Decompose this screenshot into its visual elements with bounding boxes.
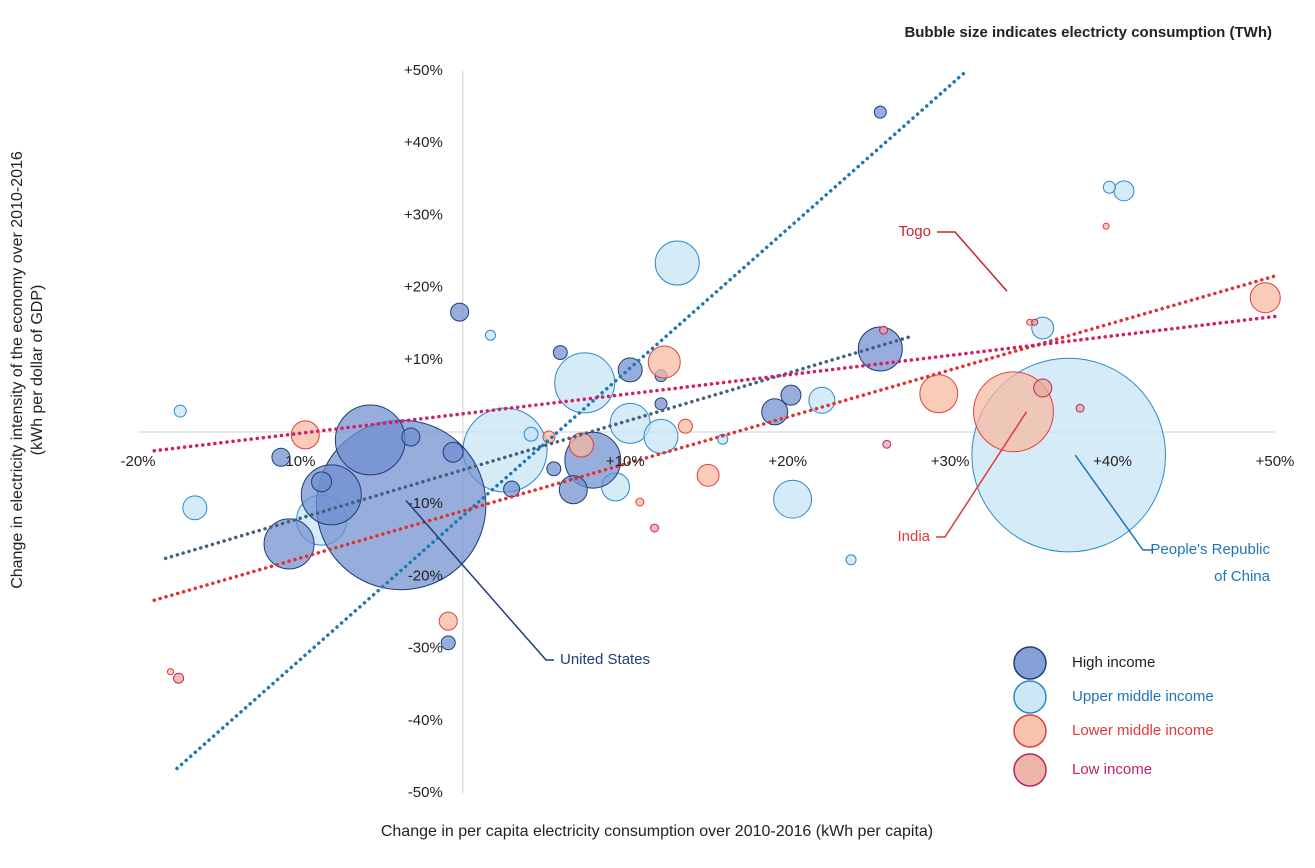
legend-swatch [1013, 646, 1047, 680]
trend-line [152, 314, 1277, 453]
y-axis-title: Change in electricity intensity of the e… [9, 151, 46, 589]
trend-line [175, 69, 969, 771]
bubble [650, 523, 659, 533]
bubble [808, 386, 836, 414]
bubble [311, 471, 333, 493]
bubble [334, 404, 406, 476]
y-tick-label: -50% [408, 784, 443, 801]
bubble [873, 105, 887, 119]
annotation-leader [1074, 454, 1153, 551]
bubble [401, 427, 421, 447]
bubble [973, 371, 1054, 453]
bubble [568, 432, 594, 458]
x-tick-label: +10% [606, 453, 645, 470]
legend-label: Lower middle income [1072, 722, 1214, 739]
y-tick-label: -20% [408, 567, 443, 584]
bubble [845, 554, 857, 566]
bubble [654, 240, 700, 286]
x-tick-label: 10% [285, 453, 315, 470]
chart-title: Bubble size indicates electricty consump… [904, 24, 1272, 41]
annotation-leader [936, 411, 1028, 538]
bubble [300, 464, 362, 526]
bubble [647, 345, 681, 379]
legend-swatch [1013, 680, 1047, 714]
bubble [442, 441, 464, 463]
annotation-label: Togo [898, 223, 931, 240]
bubble [1075, 403, 1085, 413]
legend-swatch [1013, 714, 1047, 748]
annotation-label: United States [560, 651, 650, 668]
bubble [554, 352, 616, 414]
bubble [173, 404, 187, 418]
bubble [182, 495, 208, 521]
bubble [882, 439, 892, 449]
bubble [450, 302, 470, 322]
bubble [1031, 318, 1039, 326]
y-tick-label: -10% [408, 495, 443, 512]
legend-label: Low income [1072, 761, 1152, 778]
bubble [696, 463, 720, 487]
bubble [173, 672, 185, 684]
bubble [1113, 180, 1135, 202]
bubble [1249, 282, 1281, 314]
y-axis-title-line: Change in electricity intensity of the e… [9, 151, 26, 589]
bubble [546, 461, 562, 477]
x-tick-label: +20% [768, 453, 807, 470]
trend-line [152, 274, 1277, 602]
bubble [773, 479, 813, 519]
x-tick-label: +30% [931, 453, 970, 470]
bubble [271, 447, 291, 467]
y-tick-label: +20% [404, 279, 443, 296]
x-tick-label: +50% [1256, 453, 1295, 470]
bubble [643, 418, 679, 454]
bubble [919, 374, 959, 414]
legend-label: High income [1072, 654, 1155, 671]
bubble [542, 430, 556, 444]
bubble [558, 475, 588, 505]
annotation-label: of China [1214, 568, 1271, 585]
bubble [440, 635, 456, 651]
bubble [780, 384, 802, 406]
annotation-leader [937, 231, 1008, 292]
bubble [166, 668, 175, 676]
y-tick-label: -40% [408, 712, 443, 729]
annotation-label: People's Republic [1150, 541, 1270, 558]
x-tick-label: -20% [120, 453, 155, 470]
y-axis-title-line: (kWh per dollar of GDP) [29, 285, 46, 456]
y-tick-label: +30% [404, 206, 443, 223]
bubble [635, 497, 645, 507]
bubble [677, 418, 693, 434]
annotation-label: India [897, 528, 930, 545]
x-tick-label: +40% [1093, 453, 1132, 470]
y-tick-label: -30% [408, 640, 443, 657]
bubble [1102, 180, 1116, 194]
y-tick-label: +40% [404, 134, 443, 151]
x-axis-title: Change in per capita electricity consump… [381, 823, 933, 840]
bubble [879, 325, 888, 335]
annotation-leader [405, 500, 554, 661]
bubble [290, 420, 320, 450]
bubble [484, 329, 496, 341]
bubble [552, 345, 568, 361]
bubble [654, 397, 668, 411]
bubble [857, 326, 903, 372]
trend-line [163, 334, 915, 561]
y-tick-label: +10% [404, 351, 443, 368]
bubble [523, 426, 539, 442]
bubble [1033, 378, 1053, 398]
y-tick-label: +50% [404, 62, 443, 79]
bubble [1102, 222, 1110, 230]
legend-swatch [1013, 753, 1047, 787]
bubble [438, 611, 458, 631]
legend-label: Upper middle income [1072, 688, 1214, 705]
